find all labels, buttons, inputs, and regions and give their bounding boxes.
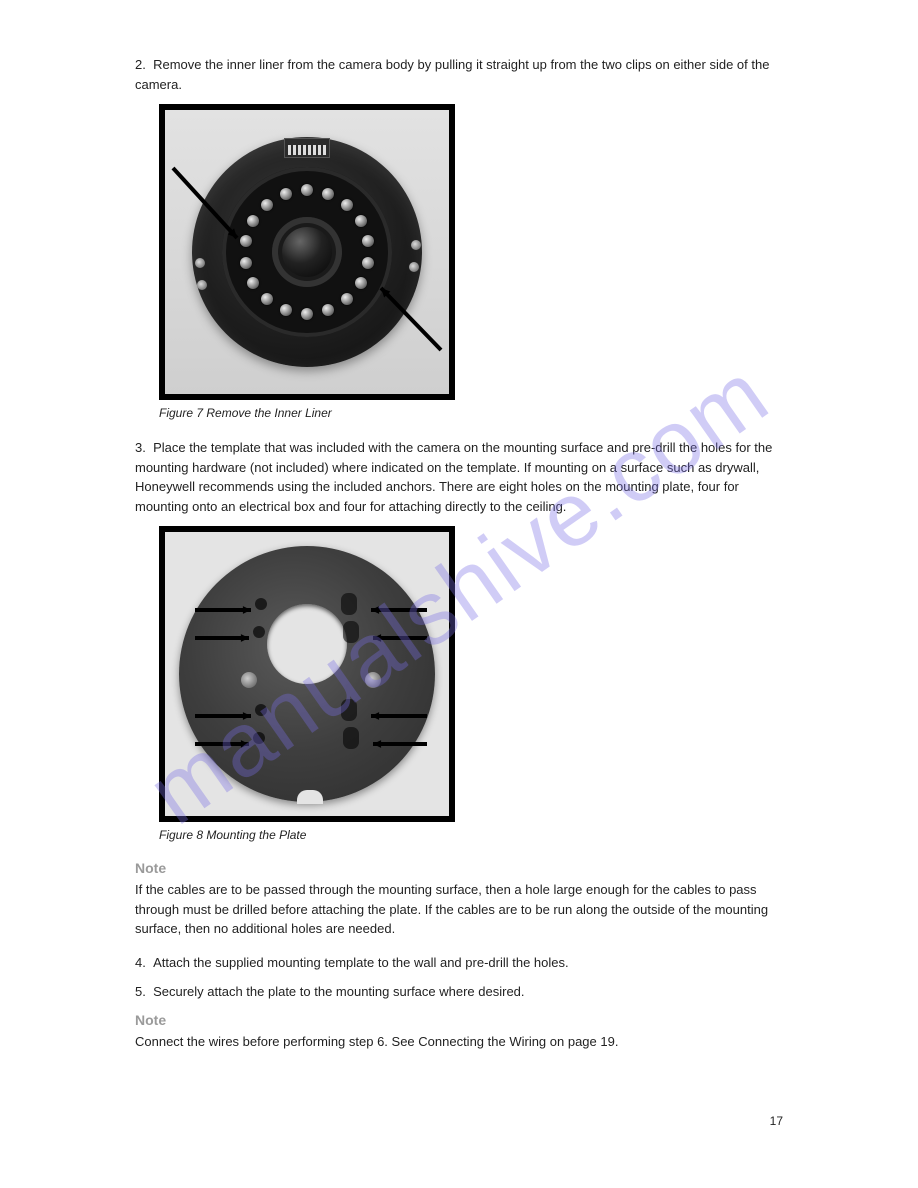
mounting-hole <box>341 699 357 721</box>
figure-8 <box>159 526 455 822</box>
figure-7-caption: Figure 7 Remove the Inner Liner <box>159 406 783 420</box>
ir-led <box>341 199 353 211</box>
step-3-body: Place the template that was included wit… <box>135 440 772 514</box>
note-2-text: Connect the wires before performing step… <box>135 1032 783 1052</box>
ir-led <box>261 199 273 211</box>
step-5-body: Securely attach the plate to the mountin… <box>153 984 524 999</box>
ir-led <box>261 293 273 305</box>
mounting-hole <box>343 727 359 749</box>
ir-led <box>322 304 334 316</box>
mounting-hole <box>343 621 359 643</box>
ir-led <box>247 277 259 289</box>
mounting-hole <box>341 593 357 615</box>
step-4-body: Attach the supplied mounting template to… <box>153 955 569 970</box>
ir-led <box>301 308 313 320</box>
ir-led <box>322 188 334 200</box>
ir-led <box>355 277 367 289</box>
liner-clip-screw <box>409 262 419 272</box>
note-2-label: Note <box>135 1012 783 1028</box>
cable-hole <box>267 604 347 684</box>
manual-page: 2. Remove the inner liner from the camer… <box>135 55 783 1065</box>
figure-7 <box>159 104 455 400</box>
ir-led <box>355 215 367 227</box>
liner-clip-screw <box>195 258 205 268</box>
mounting-hole <box>253 626 265 638</box>
step-2-body: Remove the inner liner from the camera b… <box>135 57 769 92</box>
ir-led <box>240 257 252 269</box>
ir-led <box>341 293 353 305</box>
ir-led <box>280 188 292 200</box>
mounting-hole <box>255 704 267 716</box>
plate-bottom-notch <box>297 790 323 804</box>
page-number: 17 <box>770 1114 783 1128</box>
liner-clip-screw <box>411 240 421 250</box>
liner-clip-screw <box>197 280 207 290</box>
note-1-text: If the cables are to be passed through t… <box>135 880 783 939</box>
dip-switch-block <box>284 138 330 158</box>
ir-led <box>301 184 313 196</box>
plate-stud <box>365 672 381 688</box>
step-4-text: 4. Attach the supplied mounting template… <box>135 953 783 973</box>
ir-led <box>247 215 259 227</box>
ir-led <box>240 235 252 247</box>
note-1-label: Note <box>135 860 783 876</box>
mounting-hole <box>255 598 267 610</box>
ir-led <box>362 257 374 269</box>
step-3-text: 3. Place the template that was included … <box>135 438 783 516</box>
step-5-text: 5. Securely attach the plate to the moun… <box>135 982 783 1002</box>
figure-8-caption: Figure 8 Mounting the Plate <box>159 828 783 842</box>
mounting-hole <box>253 732 265 744</box>
step-2-text: 2. Remove the inner liner from the camer… <box>135 55 783 94</box>
camera-lens <box>272 217 342 287</box>
ir-led <box>280 304 292 316</box>
ir-led <box>362 235 374 247</box>
plate-stud <box>241 672 257 688</box>
